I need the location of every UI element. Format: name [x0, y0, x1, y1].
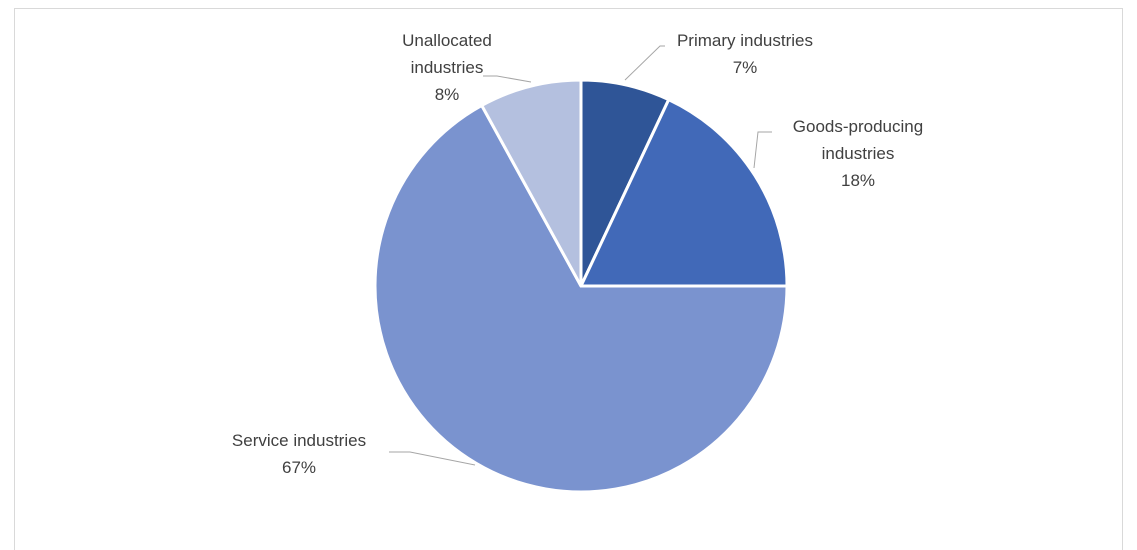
slice-label: Unallocated industries 8%	[402, 31, 492, 104]
leader-lines	[389, 45, 772, 466]
slice-label: Service industries 67%	[232, 431, 366, 477]
slice-percent-label: 8%	[435, 85, 460, 104]
pie-slices	[373, 78, 789, 494]
slice-percent-label: 18%	[841, 171, 875, 190]
leader-line	[389, 451, 476, 466]
chart-area	[14, 8, 1123, 550]
slice-name-label: Unallocated	[402, 31, 492, 50]
slice-labels: Primary industries 7% Goods-producing indus…	[232, 31, 923, 477]
leader-line	[624, 45, 665, 81]
leader-line	[483, 75, 532, 83]
pie-slice-service-industries	[373, 103, 789, 494]
slice-name-label: industries	[822, 144, 895, 163]
slice-name-label: Service industries	[232, 431, 366, 450]
slice-name-label: Primary industries	[677, 31, 813, 50]
pie-slice-goods-producing-industries	[578, 97, 789, 288]
slice-name-label: Goods-producing	[793, 117, 923, 136]
slice-label: Goods-producing industries 18%	[793, 117, 923, 190]
slice-label: Primary industries 7%	[677, 31, 813, 77]
leader-line	[753, 131, 772, 169]
slice-percent-label: 67%	[282, 458, 316, 477]
slice-percent-label: 7%	[733, 58, 758, 77]
pie-slice-unallocated-industries	[479, 78, 583, 287]
slice-name-label: industries	[411, 58, 484, 77]
